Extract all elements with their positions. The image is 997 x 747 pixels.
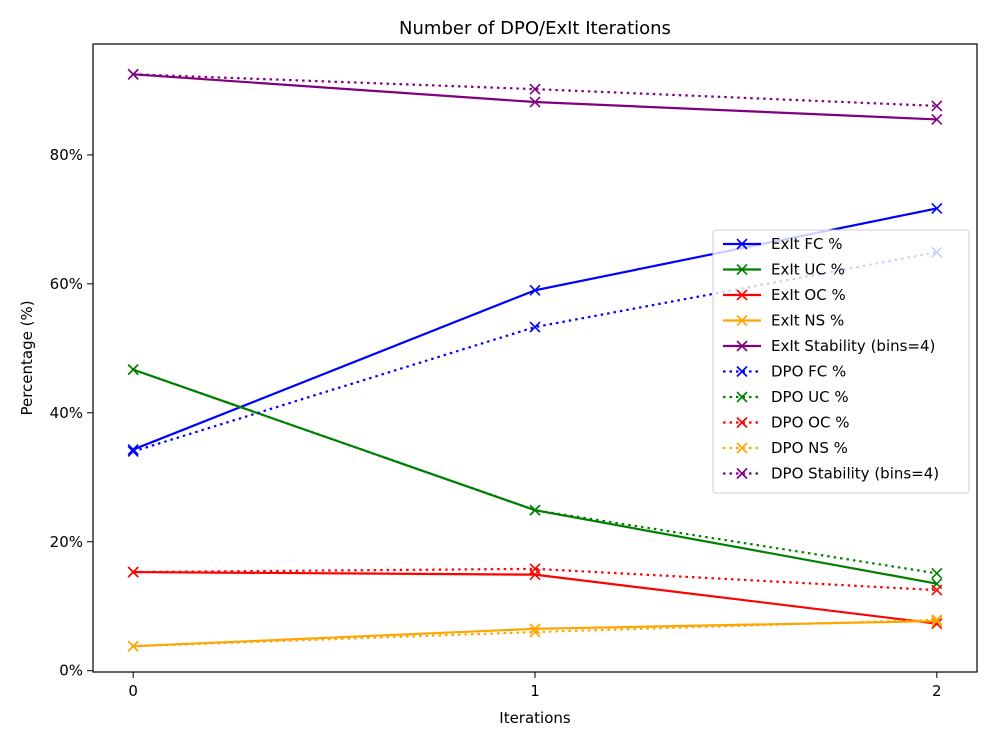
legend-label: ExIt FC % xyxy=(771,235,843,253)
legend-label: ExIt NS % xyxy=(771,312,844,330)
data-point xyxy=(127,443,139,456)
data-point xyxy=(931,100,943,112)
legend-marker xyxy=(736,442,748,454)
legend-marker xyxy=(736,416,748,429)
data-point xyxy=(127,445,139,458)
legend-entry: DPO UC % xyxy=(723,388,849,406)
data-point xyxy=(127,68,139,80)
series-line xyxy=(133,570,937,625)
data-point xyxy=(529,504,541,516)
data-point xyxy=(931,615,943,627)
y-tick-label: 60% xyxy=(50,275,83,293)
data-point xyxy=(931,567,943,579)
axes: 0% 20% 40% 60% 80% 0 1 2 xyxy=(50,146,942,700)
legend-marker xyxy=(736,263,748,276)
legend-label: ExIt OC % xyxy=(771,286,846,304)
series-line xyxy=(133,567,937,592)
series-dpo-oc xyxy=(127,563,943,596)
legend-label: ExIt UC % xyxy=(771,261,845,279)
legend-label: DPO Stability (bins=4) xyxy=(771,465,939,483)
legend-label: DPO FC % xyxy=(771,363,846,381)
legend-entry: ExIt NS % xyxy=(723,312,844,330)
legend-entry: DPO Stability (bins=4) xyxy=(723,465,939,483)
legend-marker xyxy=(736,340,748,352)
y-tick-label: 40% xyxy=(50,404,83,422)
legend-entry: ExIt UC % xyxy=(723,261,845,279)
legend-entry: DPO NS % xyxy=(723,439,848,457)
series-line xyxy=(133,618,937,648)
data-point xyxy=(931,584,943,596)
series-line xyxy=(133,73,937,107)
data-point xyxy=(529,284,541,296)
legend-label: DPO UC % xyxy=(771,388,849,406)
legend-entry: DPO FC % xyxy=(723,363,846,381)
legend-label: DPO NS % xyxy=(771,439,848,457)
series-line xyxy=(133,619,937,648)
data-point xyxy=(127,566,139,578)
chart-title: Number of DPO/ExIt Iterations xyxy=(399,18,671,39)
series-exit-ns xyxy=(127,615,943,652)
y-tick-label: 0% xyxy=(59,662,83,680)
series-dpo-uc xyxy=(127,364,943,579)
y-tick-label: 80% xyxy=(50,146,83,164)
legend-box xyxy=(712,229,970,494)
data-point xyxy=(529,83,541,95)
legend-marker xyxy=(736,238,748,250)
x-tick-label: 1 xyxy=(530,682,540,700)
plot-area xyxy=(127,68,943,652)
legend-entry: ExIt Stability (bins=4) xyxy=(723,337,935,355)
data-point xyxy=(931,113,943,126)
data-point xyxy=(931,202,943,214)
legend-entry: ExIt FC % xyxy=(723,235,843,253)
data-point xyxy=(127,640,139,652)
series-line xyxy=(132,368,937,575)
legend-label: DPO OC % xyxy=(771,414,849,432)
legend-marker xyxy=(736,289,748,301)
data-point xyxy=(931,614,943,626)
data-point xyxy=(529,626,541,638)
y-tick-label: 20% xyxy=(50,533,83,551)
y-axis-label: Percentage (%) xyxy=(18,300,36,415)
data-point xyxy=(529,563,541,575)
x-axis-label: Iterations xyxy=(499,709,571,727)
data-point xyxy=(127,364,139,376)
legend-entry: DPO OC % xyxy=(723,414,849,432)
series-line xyxy=(133,73,937,121)
legend-marker xyxy=(736,467,748,480)
x-tick-label: 0 xyxy=(128,682,138,700)
legend-marker xyxy=(736,391,748,403)
legend-marker xyxy=(736,314,748,327)
legend-marker xyxy=(736,365,748,378)
legend-label: ExIt Stability (bins=4) xyxy=(771,337,935,355)
data-point xyxy=(529,321,541,333)
data-point xyxy=(529,96,541,108)
x-tick-label: 2 xyxy=(932,682,942,700)
series-exit-oc xyxy=(127,566,943,630)
legend-entry: ExIt OC % xyxy=(723,286,846,304)
series-dpo-ns xyxy=(127,614,943,652)
legend: ExIt FC % ExIt UC % ExIt OC % ExIt NS % ExIt… xyxy=(712,229,970,494)
series-dpo-stability-bins-4 xyxy=(127,68,943,112)
